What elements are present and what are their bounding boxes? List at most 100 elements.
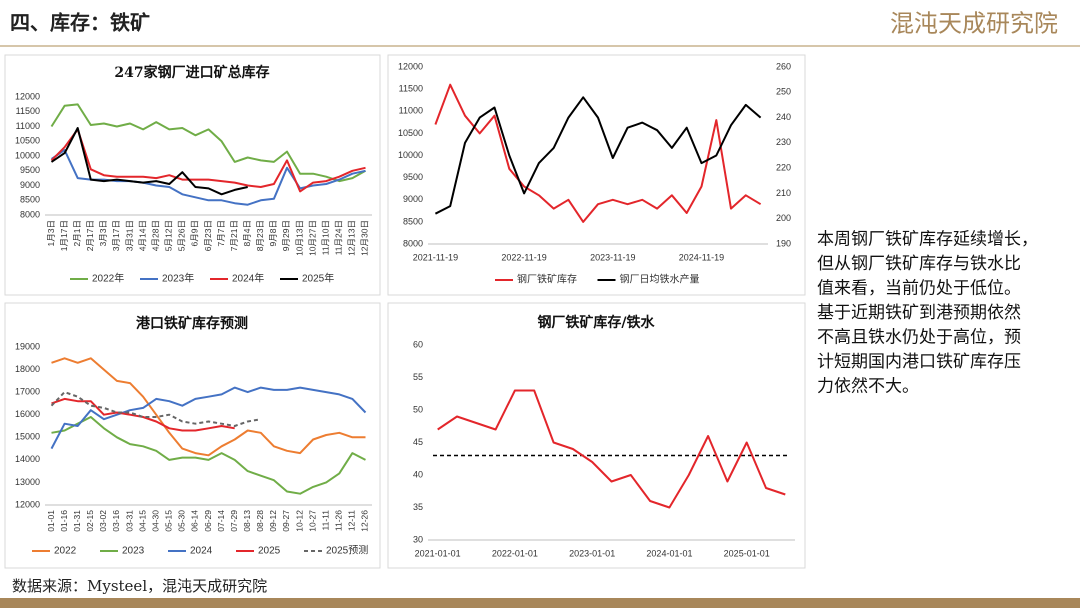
y-tick-label: 17000 [15, 387, 40, 397]
series-line [50, 149, 366, 206]
commentary-line: 不高且铁水仍处于高位，预 [817, 328, 1021, 348]
y2-tick-label: 200 [776, 213, 791, 223]
x-tick-label: 1月3日 [46, 220, 56, 246]
panel [387, 302, 806, 569]
y-tick-label: 10500 [398, 128, 423, 138]
x-tick-label: 08-28 [255, 510, 265, 532]
x-tick-label: 09-27 [281, 510, 291, 532]
y-tick-label: 14000 [15, 454, 40, 464]
x-tick-label: 09-12 [268, 510, 278, 532]
series-line [50, 386, 367, 450]
x-tick-label: 11月24日 [334, 220, 344, 255]
y-tick-label: 10500 [15, 136, 40, 146]
x-tick-label: 06-29 [203, 510, 213, 532]
y2-tick-label: 260 [776, 61, 791, 71]
y-tick-label: 11000 [16, 121, 40, 131]
x-tick-label: 02-15 [85, 510, 95, 532]
panel [387, 54, 806, 296]
y-tick-label: 60 [413, 339, 423, 349]
y-tick-label: 12000 [15, 499, 40, 509]
y-tick-label: 11000 [399, 106, 423, 116]
x-tick-label: 01-01 [46, 510, 56, 532]
x-tick-label: 4月28日 [150, 220, 160, 251]
chart-title: 钢厂铁矿库存/铁水 [537, 314, 655, 331]
x-tick-label: 08-13 [242, 510, 252, 532]
y-tick-label: 55 [413, 372, 423, 382]
commentary-line: 基于近期铁矿到港预期依然 [817, 303, 1021, 323]
y-tick-label: 18000 [15, 364, 40, 374]
commentary-line: 计短期国内港口铁矿库存压 [817, 352, 1021, 372]
x-tick-label: 6月23日 [203, 220, 213, 251]
y-tick-label: 8500 [20, 195, 40, 205]
x-tick-label: 2022-11-19 [501, 252, 546, 262]
slide-title: 四、库存：铁矿 [10, 11, 150, 35]
legend-label: 钢厂铁矿库存 [517, 273, 577, 286]
y-tick-label: 9000 [403, 194, 423, 204]
footer-bar [0, 598, 1080, 608]
x-tick-label: 12-26 [360, 510, 370, 532]
panel [4, 302, 381, 569]
x-tick-label: 3月31日 [124, 220, 134, 251]
x-tick-label: 10-27 [307, 510, 317, 532]
x-tick-label: 05-30 [177, 510, 187, 532]
x-tick-label: 2022-01-01 [492, 548, 538, 558]
x-tick-label: 7月7日 [216, 220, 226, 246]
series-line [50, 391, 261, 427]
y-tick-label: 19000 [15, 341, 40, 351]
x-tick-label: 03-02 [98, 510, 108, 532]
x-tick-label: 10月13日 [294, 220, 304, 256]
y2-tick-label: 190 [776, 238, 791, 248]
legend-label: 2022年 [92, 272, 124, 285]
x-tick-label: 2月1日 [72, 220, 82, 246]
legend-label: 2023 [122, 546, 145, 557]
legend-label: 2025 [258, 546, 281, 557]
y-tick-label: 12000 [15, 91, 40, 101]
commentary-line: 力依然不大。 [817, 377, 919, 397]
series-line [50, 103, 366, 183]
y-tick-label: 45 [413, 437, 423, 447]
logo: 混沌天成研究院 [890, 10, 1058, 38]
legend-label: 2025年 [302, 272, 334, 285]
y-tick-label: 8000 [403, 238, 423, 248]
legend-label: 2024年 [232, 272, 264, 285]
chart-title: 247家钢厂进口矿总库存 [114, 64, 269, 81]
x-tick-label: 2024-01-01 [646, 548, 692, 558]
x-tick-label: 3月3日 [98, 220, 108, 246]
x-tick-label: 11-26 [334, 510, 344, 531]
x-tick-label: 04-15 [137, 510, 147, 532]
chart-title: 港口铁矿库存预测 [136, 315, 248, 332]
y-tick-label: 12000 [398, 61, 423, 71]
x-tick-label: 5月26日 [177, 220, 187, 251]
series-line [434, 83, 762, 223]
x-tick-label: 03-16 [111, 510, 121, 532]
x-tick-label: 01-31 [72, 510, 82, 532]
x-tick-label: 04-30 [150, 510, 160, 532]
x-tick-label: 7月21日 [229, 220, 239, 251]
y-tick-label: 30 [413, 534, 423, 544]
x-tick-label: 5月12日 [164, 220, 174, 251]
commentary-line: 值来看，当前仍处于低位。 [817, 279, 1021, 299]
x-tick-label: 9月8日 [268, 220, 278, 246]
series-line [50, 127, 248, 196]
x-tick-label: 12-11 [347, 510, 357, 531]
y-tick-label: 10000 [398, 150, 423, 160]
y-tick-label: 40 [413, 469, 423, 479]
x-tick-label: 2023-01-01 [569, 548, 615, 558]
y-tick-label: 10000 [15, 150, 40, 160]
x-tick-label: 01-16 [59, 510, 69, 532]
x-tick-label: 9月29日 [281, 220, 291, 251]
x-tick-label: 2月17日 [85, 220, 95, 251]
x-tick-label: 2021-11-19 [413, 252, 458, 262]
y-tick-label: 15000 [15, 432, 40, 442]
y-tick-label: 16000 [15, 409, 40, 419]
series-line [51, 357, 366, 457]
y2-tick-label: 240 [776, 112, 791, 122]
y-tick-label: 11500 [16, 106, 40, 116]
x-tick-label: 11月10日 [320, 220, 330, 255]
legend-label: 钢厂日均铁水产量 [620, 273, 700, 286]
series-line [51, 416, 366, 495]
legend-label: 2025预测 [326, 544, 368, 557]
x-tick-label: 03-31 [124, 510, 134, 532]
x-tick-label: 3月17日 [111, 220, 121, 251]
